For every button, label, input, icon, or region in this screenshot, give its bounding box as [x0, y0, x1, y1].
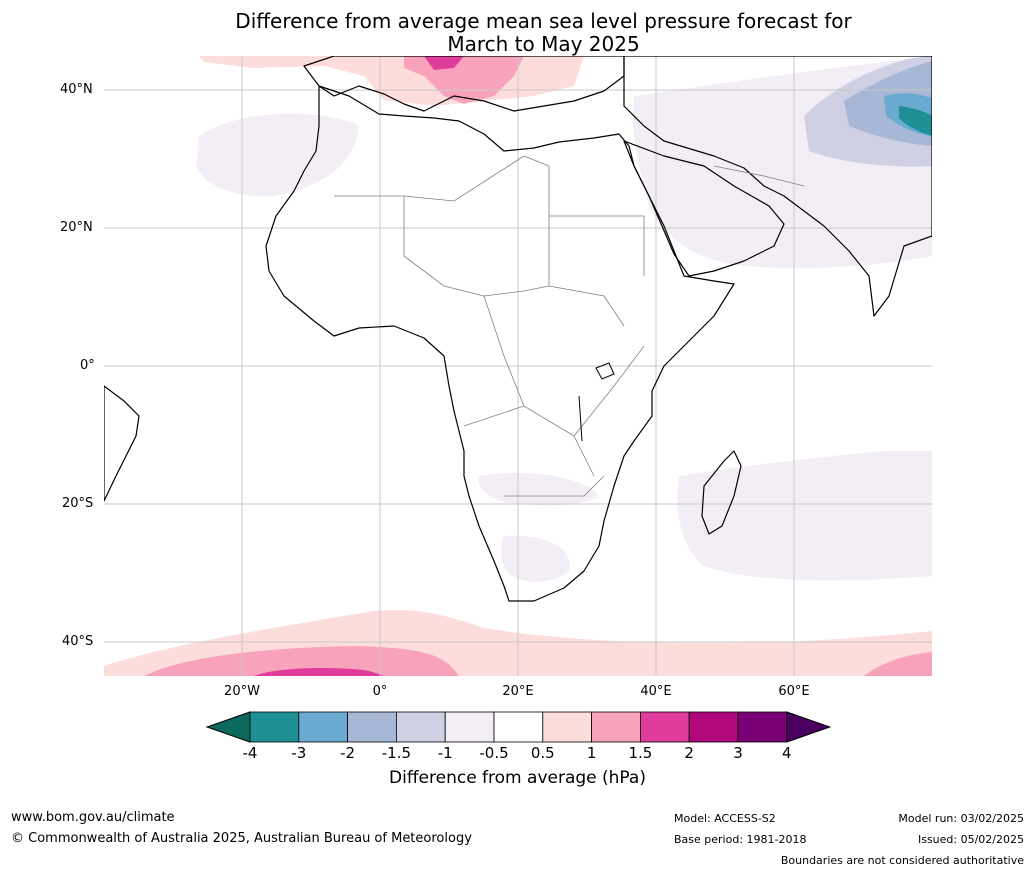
gridlines	[104, 56, 932, 676]
anomaly-sw-indian-ocean	[677, 451, 932, 581]
footer-model-run: Model run: 03/02/2025	[898, 812, 1024, 825]
lakes	[578, 362, 615, 442]
lat-label-20s: 20°S	[62, 496, 94, 511]
colorbar-label: Difference from average (hPa)	[389, 768, 646, 788]
lake-victoria	[595, 362, 615, 380]
colorbar-segment	[737, 711, 788, 743]
chart-title: Difference from average mean sea level p…	[0, 10, 1035, 56]
anomaly-mediterranean-strong	[424, 56, 464, 70]
colorbar-segment	[249, 711, 300, 743]
colorbar-segment	[444, 711, 495, 743]
footer-issued: Issued: 05/02/2025	[917, 833, 1024, 846]
coastlines	[104, 56, 932, 602]
south-america-outline	[104, 385, 140, 502]
colorbar-tick-label: 1.5	[628, 744, 653, 762]
title-line-2: March to May 2025	[447, 32, 640, 56]
title-line-1: Difference from average mean sea level p…	[235, 9, 852, 33]
colorbar-tick-label: -0.5	[479, 744, 509, 762]
colorbar-segment	[298, 711, 348, 743]
lat-label-20n: 20°N	[60, 220, 93, 235]
footer-model: Model: ACCESS-S2	[674, 812, 776, 825]
lat-label-40s: 40°S	[62, 634, 94, 649]
africa-outline	[265, 85, 735, 602]
colorbar-tick-label: 1	[586, 744, 597, 762]
footer-base-period: Base period: 1981-2018	[674, 833, 807, 846]
lon-label-40e: 40°E	[640, 684, 672, 699]
anomaly-southern-africa-1	[478, 472, 599, 506]
colorbar	[205, 711, 832, 743]
colorbar-tick-label: -4	[242, 744, 258, 762]
lat-label-0: 0°	[80, 358, 95, 373]
anomaly-map	[104, 56, 932, 676]
colorbar-extend-low	[205, 711, 251, 743]
arabia-outline	[623, 140, 785, 277]
lon-label-20e: 20°E	[502, 684, 534, 699]
colorbar-tick-label: 3	[733, 744, 743, 762]
anomaly-central-asia-4	[899, 106, 932, 136]
colorbar-tick-label: -2	[340, 744, 356, 762]
colorbar-segment	[640, 711, 690, 743]
lat-label-40n: 40°N	[60, 82, 93, 97]
lake-tanganyika	[578, 395, 583, 442]
lon-label-0: 0°	[372, 684, 388, 699]
colorbar-tick-label: 0.5	[530, 744, 555, 762]
anomaly-southern-ocean-mid-east	[864, 652, 932, 676]
lon-label-60e: 60°E	[778, 684, 810, 699]
anomaly-southern-ocean-strong	[254, 668, 384, 676]
map-panel	[104, 56, 932, 676]
colorbar-tick-label: -3	[291, 744, 307, 762]
footer-disclaimer: Boundaries are not considered authoritat…	[780, 854, 1024, 867]
colorbar-tick-label: -1.5	[381, 744, 412, 762]
colorbar-extend-high	[786, 711, 832, 743]
footer-copyright: © Commonwealth of Australia 2025, Austra…	[11, 831, 472, 846]
country-borders	[334, 155, 805, 497]
colorbar-tick-label: 4	[782, 744, 792, 762]
colorbar-segment	[688, 711, 739, 743]
colorbar-tick-label: 2	[684, 744, 694, 762]
lon-label-20w: 20°W	[224, 684, 260, 699]
anomaly-shading	[104, 56, 932, 676]
colorbar-tick-label: -1	[437, 744, 453, 762]
asia-outline	[623, 56, 932, 317]
colorbar-segment	[591, 711, 641, 743]
colorbar-segment	[493, 711, 544, 743]
colorbar-segment	[395, 711, 446, 743]
colorbar-segment	[542, 711, 592, 743]
madagascar-outline	[701, 450, 742, 535]
colorbar-segment	[347, 711, 397, 743]
footer-url[interactable]: www.bom.gov.au/climate	[11, 810, 175, 825]
